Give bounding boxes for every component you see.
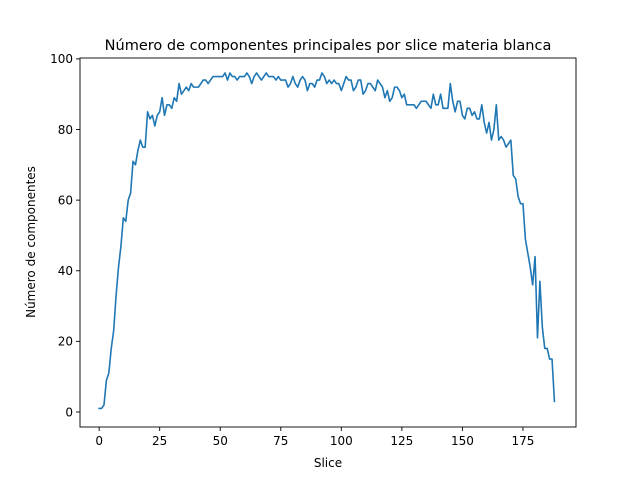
y-axis-label: Número de componentes bbox=[24, 166, 38, 318]
chart-title: Número de componentes principales por sl… bbox=[105, 38, 552, 54]
y-axis: 0 20 40 60 80 100 bbox=[50, 52, 80, 419]
x-axis-label: Slice bbox=[314, 456, 342, 470]
y-tick-label: 40 bbox=[58, 264, 73, 278]
x-tick-label: 0 bbox=[95, 434, 103, 448]
y-tick-label: 80 bbox=[58, 123, 73, 137]
x-tick-label: 50 bbox=[213, 434, 228, 448]
x-tick-label: 25 bbox=[152, 434, 167, 448]
y-tick-label: 100 bbox=[50, 52, 73, 66]
axes-frame bbox=[79, 57, 577, 428]
x-tick-label: 75 bbox=[273, 434, 288, 448]
plot-area bbox=[98, 72, 556, 410]
y-tick-label: 60 bbox=[58, 193, 73, 207]
x-tick-label: 175 bbox=[512, 434, 535, 448]
x-tick-label: 100 bbox=[330, 434, 353, 448]
x-tick-label: 125 bbox=[390, 434, 413, 448]
x-tick-label: 150 bbox=[451, 434, 474, 448]
y-tick-label: 0 bbox=[65, 405, 73, 419]
x-axis: 0 25 50 75 100 125 150 175 bbox=[95, 427, 534, 448]
y-tick-label: 20 bbox=[58, 335, 73, 349]
